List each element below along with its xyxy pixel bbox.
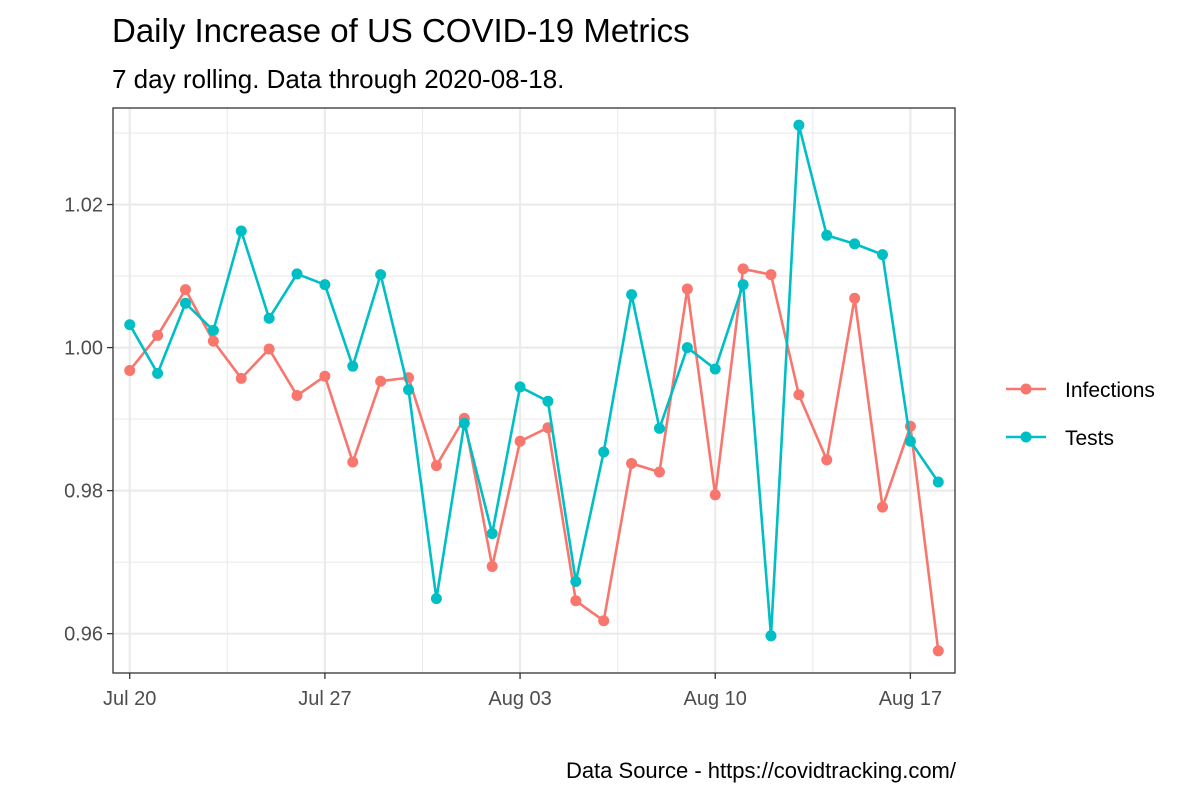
data-point-tests xyxy=(681,342,693,354)
data-point-tests xyxy=(598,446,610,458)
data-point-infections xyxy=(765,269,777,281)
x-tick-label: Jul 20 xyxy=(103,688,156,710)
series-line-infections xyxy=(128,267,940,651)
x-tick-label: Jul 27 xyxy=(298,688,351,710)
data-point-infections xyxy=(207,335,219,347)
data-point-tests xyxy=(458,417,470,429)
data-point-tests xyxy=(737,279,749,291)
data-point-tests xyxy=(263,312,275,324)
data-point-infections xyxy=(486,560,498,572)
data-point-tests xyxy=(486,528,498,540)
data-point-infections xyxy=(319,370,331,382)
data-point-infections xyxy=(737,263,749,275)
data-point-infections xyxy=(598,615,610,627)
legend-marker-infections xyxy=(1020,383,1032,395)
data-point-infections xyxy=(653,466,665,478)
data-point-tests xyxy=(932,476,944,488)
data-point-tests xyxy=(849,238,861,250)
data-point-tests xyxy=(514,381,526,393)
axis-layer: 0.96 0.98 1.00 1.02 Jul 20 Jul 27 Aug 03 Aug 10… xyxy=(64,195,942,710)
panel-border xyxy=(112,107,956,674)
data-point-infections xyxy=(877,501,889,513)
data-point-infections xyxy=(681,283,693,295)
series-line-tests xyxy=(128,123,940,638)
data-point-infections xyxy=(932,645,944,657)
data-point-infections xyxy=(263,343,275,355)
data-point-infections xyxy=(347,456,359,468)
data-point-tests xyxy=(319,279,331,291)
series-layer xyxy=(124,119,944,657)
data-point-tests xyxy=(765,630,777,642)
grid-layer xyxy=(113,108,955,673)
data-point-tests xyxy=(124,319,136,331)
y-tick-label: 0.98 xyxy=(64,481,103,503)
data-point-tests xyxy=(570,575,582,587)
data-point-tests xyxy=(653,422,665,434)
legend: Infections Tests xyxy=(1006,379,1155,450)
legend-label-infections: Infections xyxy=(1065,379,1155,402)
legend-marker-tests xyxy=(1020,431,1032,443)
data-point-infections xyxy=(793,389,805,401)
legend-label-tests: Tests xyxy=(1065,427,1114,450)
data-point-tests xyxy=(235,225,247,237)
data-point-tests xyxy=(207,324,219,336)
data-point-infections xyxy=(124,364,136,376)
legend-item-tests: Tests xyxy=(1006,427,1114,450)
legend-item-infections: Infections xyxy=(1006,379,1155,402)
data-point-infections xyxy=(821,454,833,466)
data-source-caption: Data Source - https://covidtracking.com/ xyxy=(565,758,956,783)
data-point-infections xyxy=(430,460,442,472)
data-point-tests xyxy=(430,593,442,605)
data-point-tests xyxy=(375,269,387,281)
data-point-infections xyxy=(626,457,638,469)
y-tick-label: 0.96 xyxy=(64,624,103,646)
data-point-infections xyxy=(179,284,191,296)
data-point-tests xyxy=(542,395,554,407)
data-point-infections xyxy=(235,372,247,384)
data-point-tests xyxy=(347,360,359,372)
data-point-infections xyxy=(514,435,526,447)
data-point-tests xyxy=(403,384,415,396)
data-point-infections xyxy=(291,390,303,402)
data-point-infections xyxy=(375,375,387,387)
data-point-tests xyxy=(793,119,805,131)
x-tick-label: Aug 03 xyxy=(488,688,551,710)
x-tick-label: Aug 17 xyxy=(879,688,942,710)
data-point-infections xyxy=(570,595,582,607)
data-point-tests xyxy=(877,249,889,261)
data-point-infections xyxy=(709,489,721,501)
data-point-tests xyxy=(626,289,638,301)
y-tick-label: 1.02 xyxy=(64,195,103,217)
data-point-tests xyxy=(291,268,303,280)
data-point-tests xyxy=(152,367,164,379)
chart-subtitle: 7 day rolling. Data through 2020-08-18. xyxy=(112,64,565,94)
y-tick-label: 1.00 xyxy=(64,338,103,360)
data-point-infections xyxy=(849,292,861,304)
data-point-tests xyxy=(179,297,191,309)
data-point-tests xyxy=(709,363,721,375)
data-point-infections xyxy=(152,329,164,341)
data-point-tests xyxy=(821,229,833,241)
chart-title: Daily Increase of US COVID-19 Metrics xyxy=(112,12,690,49)
data-point-tests xyxy=(904,435,916,447)
x-tick-label: Aug 10 xyxy=(684,688,747,710)
